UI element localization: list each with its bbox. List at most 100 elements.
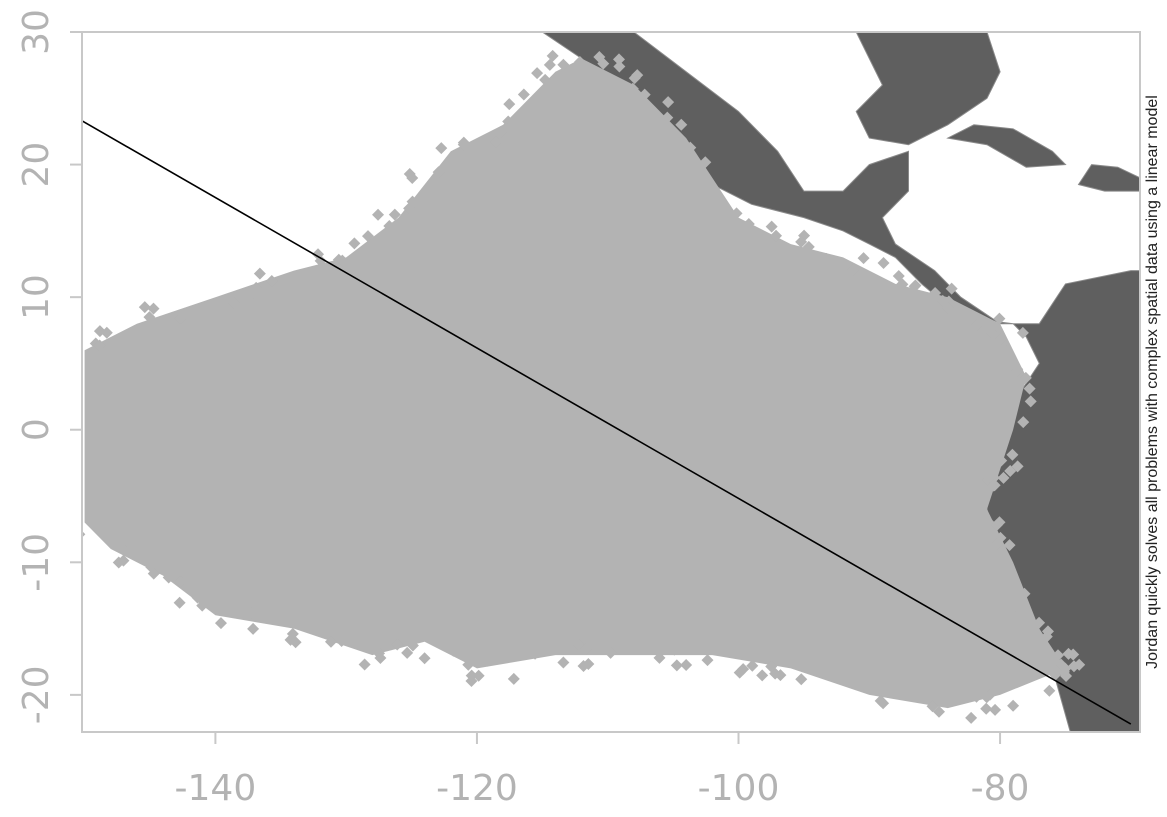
data-point	[908, 280, 921, 293]
data-point	[401, 646, 414, 659]
data-point	[557, 656, 570, 669]
data-point	[1016, 326, 1029, 339]
plot-border	[81, 31, 1141, 733]
data-point	[604, 646, 617, 659]
data-point	[543, 58, 556, 71]
data-point	[736, 233, 749, 246]
data-point	[1000, 576, 1013, 589]
data-point	[965, 711, 978, 724]
data-point	[191, 591, 204, 604]
data-point	[1043, 684, 1056, 697]
data-point	[765, 220, 778, 233]
data-point	[980, 702, 993, 715]
data-point	[814, 661, 827, 674]
data-point	[531, 67, 544, 80]
data-point	[997, 471, 1010, 484]
data-point	[218, 596, 231, 609]
data-point	[945, 282, 958, 295]
data-point	[105, 523, 118, 536]
data-point	[675, 118, 688, 131]
data-point	[929, 286, 942, 299]
data-point	[462, 658, 475, 671]
data-point	[481, 654, 494, 667]
data-point	[1017, 416, 1030, 429]
data-point	[613, 60, 626, 73]
data-point	[358, 658, 371, 671]
data-point	[494, 126, 507, 139]
data-point	[312, 248, 325, 261]
y-tick-label: 30	[16, 9, 57, 55]
data-point	[1062, 647, 1075, 660]
y-tick-label: -10	[16, 533, 57, 592]
data-point	[1060, 669, 1073, 682]
data-point	[877, 257, 890, 270]
y-tick-label: 0	[16, 418, 57, 441]
data-point	[833, 264, 846, 277]
data-point	[857, 252, 870, 265]
data-point	[993, 438, 1006, 451]
data-point	[661, 111, 674, 124]
data-point	[247, 286, 260, 299]
data-point	[573, 56, 586, 69]
regression-line	[82, 120, 1132, 725]
data-point	[388, 208, 401, 221]
data-point	[324, 635, 337, 648]
data-point	[196, 599, 209, 612]
data-point	[507, 672, 520, 685]
data-point	[147, 302, 160, 315]
data-point	[932, 705, 945, 718]
data-point	[742, 217, 755, 230]
data-point	[699, 156, 712, 169]
data-point	[787, 244, 800, 257]
data-point	[406, 195, 419, 208]
data-point	[406, 639, 419, 652]
data-point	[383, 220, 396, 233]
data-point	[250, 281, 263, 294]
data-point	[546, 49, 559, 62]
data-point	[162, 571, 175, 584]
data-point	[391, 638, 404, 651]
data-point	[432, 166, 445, 179]
data-point	[802, 240, 815, 253]
data-point	[987, 479, 1000, 492]
data-point	[994, 333, 1007, 346]
data-point	[539, 73, 552, 86]
y-tick-label: -20	[16, 665, 57, 724]
data-point	[983, 470, 996, 483]
data-point	[435, 631, 448, 644]
data-point	[427, 178, 440, 191]
data-point	[143, 311, 156, 324]
y-tick-label: 20	[16, 142, 57, 188]
data-point	[612, 53, 625, 66]
data-point	[993, 312, 1006, 325]
data-point	[970, 319, 983, 332]
data-point	[447, 644, 460, 657]
data-point	[793, 254, 806, 267]
data-point	[177, 309, 190, 322]
data-point	[702, 187, 715, 200]
data-point	[820, 252, 833, 265]
data-point	[406, 171, 419, 184]
data-point	[892, 270, 905, 283]
y-tick-label: 10	[16, 274, 57, 320]
data-point	[626, 82, 639, 95]
data-point	[847, 263, 860, 276]
data-point	[236, 606, 249, 619]
data-point	[572, 638, 585, 651]
data-point	[1011, 364, 1024, 377]
data-point	[472, 669, 485, 682]
data-point	[670, 659, 683, 672]
data-point	[1018, 587, 1031, 600]
data-point	[93, 339, 106, 352]
data-point	[995, 454, 1008, 467]
data-point	[307, 272, 320, 285]
data-point	[504, 119, 517, 132]
data-point	[361, 230, 374, 243]
data-point	[662, 96, 675, 109]
data-point	[1020, 618, 1033, 631]
data-point	[247, 622, 260, 635]
data-point	[159, 554, 172, 567]
data-point	[286, 627, 299, 640]
land-mass	[1077, 164, 1140, 192]
